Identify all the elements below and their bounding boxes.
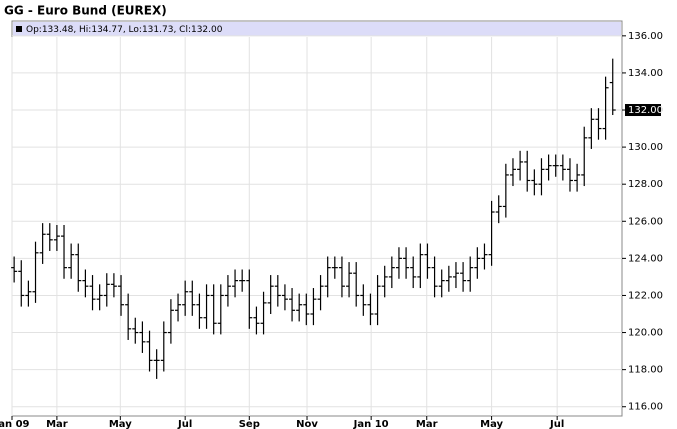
y-tick-label: 126.00 (628, 216, 663, 227)
y-tick-label: 122.00 (628, 290, 663, 301)
chart-title: GG - Euro Bund (EUREX) (4, 4, 167, 18)
last-price-tag (625, 104, 661, 117)
y-tick-label: 136.00 (628, 31, 663, 42)
x-tick-label: Mar (416, 419, 438, 429)
x-tick-label: Sep (239, 419, 260, 429)
plot-frame (11, 20, 623, 417)
x-tick-label: Jan 09 (0, 419, 30, 429)
x-tick-label: Jul (177, 419, 192, 429)
header-band (13, 22, 621, 36)
y-tick-label: 120.00 (628, 328, 663, 339)
x-tick-label: Jan 10 (353, 419, 389, 429)
x-tick-label: May (480, 419, 503, 429)
y-tick-label: 130.00 (628, 142, 663, 153)
header-marker (16, 26, 22, 32)
x-tick-label: Mar (46, 419, 68, 429)
y-tick-label: 118.00 (628, 365, 663, 376)
x-tick-label: May (109, 419, 132, 429)
y-tick-label: 134.00 (628, 68, 663, 79)
y-tick-label: 124.00 (628, 253, 663, 264)
x-tick-label: Nov (296, 419, 318, 429)
last-price-label: 132.00 (628, 105, 663, 116)
x-tick-label: Jul (549, 419, 564, 429)
ohlc-header: Op:133.48, Hi:134.77, Lo:131.73, Cl:132.… (26, 25, 223, 35)
y-tick-label: 116.00 (628, 402, 663, 413)
y-tick-label: 128.00 (628, 179, 663, 190)
